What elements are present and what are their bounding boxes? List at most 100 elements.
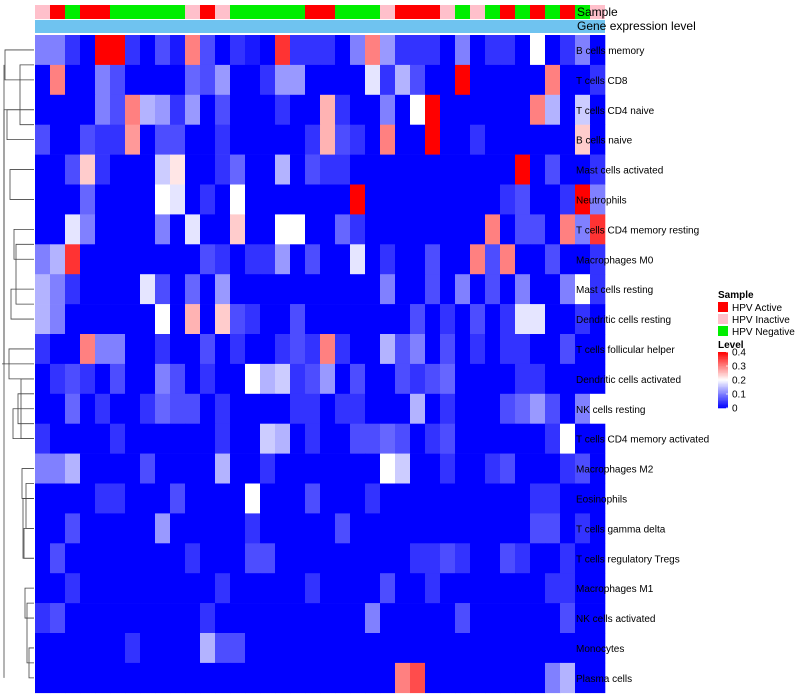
heatmap-cell bbox=[290, 184, 306, 215]
heatmap-cell bbox=[245, 363, 261, 395]
dendrogram-branch bbox=[23, 527, 34, 559]
heatmap-cell bbox=[560, 543, 576, 574]
heatmap-cell bbox=[395, 94, 411, 125]
heatmap-cell bbox=[515, 483, 531, 514]
sample-annotation-cell bbox=[350, 5, 365, 19]
heatmap-cell bbox=[245, 154, 261, 185]
heatmap-cell bbox=[560, 244, 576, 275]
heatmap-cell bbox=[500, 244, 516, 275]
heatmap-cell bbox=[200, 64, 216, 96]
heatmap-cell bbox=[35, 543, 51, 574]
heatmap-cell bbox=[455, 94, 471, 125]
heatmap-cell bbox=[440, 184, 456, 215]
heatmap-cell bbox=[170, 573, 186, 604]
row-label: B cells memory bbox=[576, 46, 644, 57]
heatmap-cell bbox=[65, 304, 81, 335]
heatmap-cell bbox=[545, 304, 561, 335]
heatmap-cell bbox=[485, 633, 501, 664]
heatmap-cell bbox=[140, 64, 156, 96]
heatmap-cell bbox=[515, 244, 531, 275]
heatmap-cell bbox=[545, 124, 561, 155]
heatmap-cell bbox=[425, 483, 441, 514]
heatmap-cell bbox=[425, 662, 441, 694]
sample-annotation-cell bbox=[260, 5, 275, 19]
legend-sample-label: HPV Inactive bbox=[732, 315, 790, 326]
legend-colorbar-segment bbox=[718, 389, 728, 392]
heatmap-cell bbox=[590, 513, 606, 544]
heatmap-cell bbox=[320, 304, 336, 335]
heatmap-cell bbox=[215, 543, 231, 574]
heatmap-cell bbox=[275, 304, 291, 335]
heatmap-cell bbox=[290, 543, 306, 574]
heatmap-cell bbox=[500, 274, 516, 305]
heatmap-cell bbox=[170, 64, 186, 96]
heatmap-cell bbox=[395, 393, 411, 424]
heatmap-cell bbox=[515, 64, 531, 96]
heatmap-cell bbox=[95, 184, 111, 215]
heatmap-cell bbox=[65, 64, 81, 96]
heatmap-cell bbox=[80, 513, 96, 544]
heatmap-cell bbox=[155, 184, 171, 215]
heatmap-cell bbox=[155, 304, 171, 335]
heatmap-cell bbox=[560, 64, 576, 96]
heatmap-cell bbox=[170, 513, 186, 544]
heatmap-cell bbox=[575, 304, 591, 335]
heatmap-cell bbox=[515, 94, 531, 125]
legend-colorbar-segment bbox=[718, 405, 728, 407]
heatmap-cell bbox=[560, 94, 576, 125]
heatmap-cell bbox=[560, 363, 576, 395]
heatmap-cell bbox=[515, 393, 531, 424]
heatmap-cell bbox=[530, 573, 546, 604]
heatmap-cell bbox=[155, 64, 171, 96]
heatmap-cell bbox=[110, 423, 126, 454]
heatmap-cell bbox=[230, 633, 246, 664]
row-label: Eosinophils bbox=[576, 494, 627, 505]
heatmap-cell bbox=[305, 124, 321, 155]
heatmap-cell bbox=[380, 35, 396, 66]
heatmap-cell bbox=[485, 513, 501, 544]
heatmap-cell bbox=[260, 423, 276, 454]
heatmap-cell bbox=[95, 304, 111, 335]
heatmap-cell bbox=[125, 184, 141, 215]
heatmap-cell bbox=[410, 603, 426, 634]
heatmap-cell bbox=[260, 573, 276, 604]
heatmap-cell bbox=[365, 603, 381, 634]
heatmap-cell bbox=[65, 393, 81, 424]
heatmap-cell bbox=[365, 423, 381, 454]
heatmap-cell bbox=[380, 154, 396, 185]
heatmap-cell bbox=[380, 662, 396, 694]
heatmap-cell bbox=[455, 363, 471, 395]
heatmap-cell bbox=[515, 214, 531, 245]
legend-colorbar-segment bbox=[718, 368, 728, 371]
heatmap-cell bbox=[110, 543, 126, 574]
heatmap-cell bbox=[485, 124, 501, 155]
heatmap-cell bbox=[155, 124, 171, 155]
heatmap-cell bbox=[110, 274, 126, 305]
heatmap-cell bbox=[320, 363, 336, 395]
heatmap-cell bbox=[305, 633, 321, 664]
heatmap-cell bbox=[110, 453, 126, 484]
heatmap-cell bbox=[365, 94, 381, 125]
heatmap-cell bbox=[500, 94, 516, 125]
heatmap-cell bbox=[320, 124, 336, 155]
sample-annotation-cell bbox=[530, 5, 545, 19]
heatmap-cell bbox=[50, 393, 66, 424]
heatmap-cell bbox=[35, 35, 51, 66]
heatmap-cell bbox=[365, 274, 381, 305]
heatmap-cell bbox=[545, 633, 561, 664]
heatmap-cell bbox=[350, 334, 366, 365]
heatmap-cell bbox=[140, 154, 156, 185]
heatmap-cell bbox=[230, 483, 246, 514]
heatmap-cell bbox=[50, 214, 66, 245]
heatmap-cell bbox=[575, 274, 591, 305]
heatmap-cell bbox=[455, 573, 471, 604]
heatmap-cell bbox=[95, 94, 111, 125]
heatmap-cell bbox=[500, 453, 516, 484]
heatmap-cell bbox=[395, 124, 411, 155]
heatmap-cell bbox=[470, 573, 486, 604]
heatmap-cell bbox=[200, 423, 216, 454]
legend-colorbar-segment bbox=[718, 360, 728, 363]
heatmap-cell bbox=[125, 423, 141, 454]
heatmap-cell bbox=[410, 214, 426, 245]
heatmap-cell bbox=[575, 184, 591, 215]
